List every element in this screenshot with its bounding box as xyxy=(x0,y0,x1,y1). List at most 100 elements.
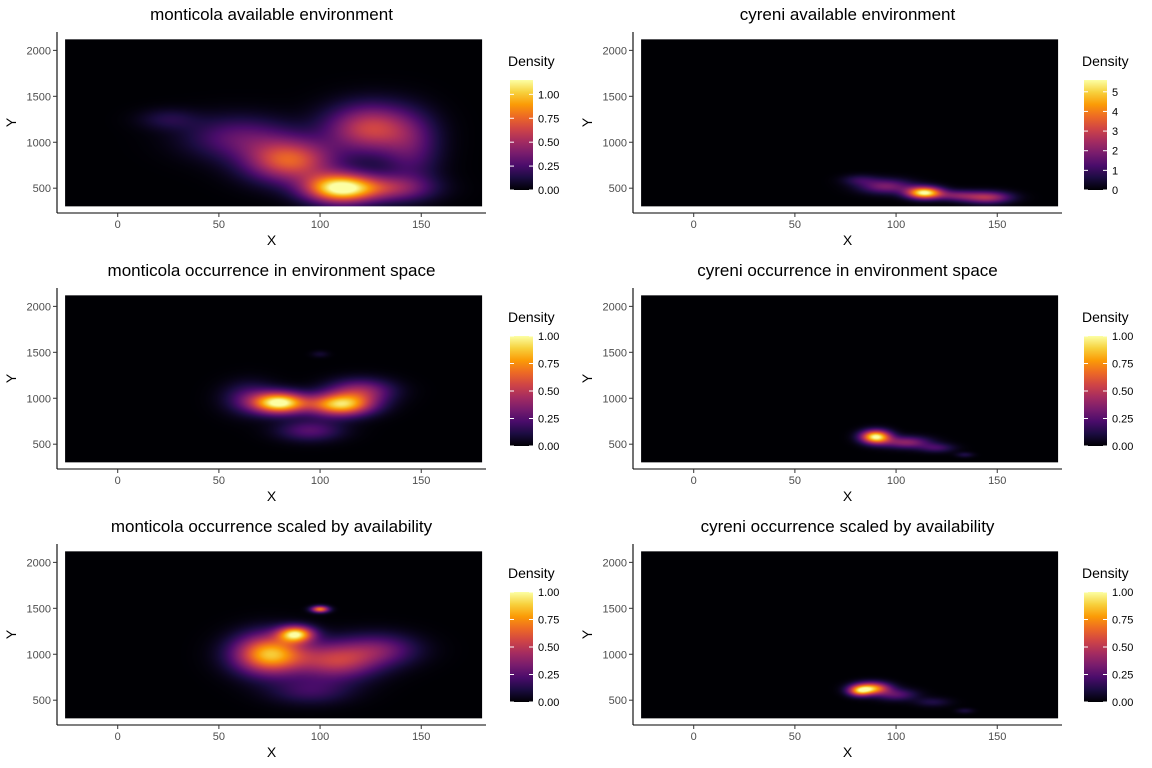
legend-tick-label: 0 xyxy=(1112,185,1118,197)
y-tick-label: 1000 xyxy=(603,649,627,661)
x-tick-label: 50 xyxy=(789,219,801,231)
chart-panel: monticola available environment 0 50 100 150… xyxy=(0,0,576,256)
legend-tick-label: 0.25 xyxy=(1112,670,1133,682)
density-raster xyxy=(65,551,483,719)
legend-tick-label: 1.00 xyxy=(538,587,559,599)
y-axis-label: Y xyxy=(579,117,595,127)
x-tick-label: 50 xyxy=(789,475,801,487)
y-tick-label: 1500 xyxy=(27,347,51,359)
legend-tick-label: 0.00 xyxy=(1112,697,1133,709)
legend-tick-label: 1.00 xyxy=(538,89,559,101)
y-tick-label: 500 xyxy=(609,439,627,451)
x-tick-label: 0 xyxy=(115,219,121,231)
x-tick-label: 100 xyxy=(311,475,329,487)
legend-tick-label: 0.75 xyxy=(538,113,559,125)
legend-tick-label: 0.50 xyxy=(538,386,559,398)
chart-title: cyreni occurrence scaled by availability xyxy=(701,517,995,536)
legend-tick-label: 4 xyxy=(1112,106,1118,118)
legend-tick-label: 0.00 xyxy=(538,185,559,197)
legend-tick-label: 0.25 xyxy=(538,414,559,426)
legend-tick-label: 0.50 xyxy=(538,642,559,654)
y-tick-label: 1500 xyxy=(603,603,627,615)
y-tick-label: 2000 xyxy=(603,45,627,57)
legend-title: Density xyxy=(1082,565,1129,581)
legend-colorbar xyxy=(510,336,533,446)
density-raster xyxy=(641,551,1059,719)
legend-tick-label: 0.25 xyxy=(1112,414,1133,426)
y-tick-label: 2000 xyxy=(27,557,51,569)
y-axis-label: Y xyxy=(579,373,595,383)
legend-tick-label: 0.75 xyxy=(1112,615,1133,627)
y-axis-label: Y xyxy=(3,373,19,383)
x-axis-label: X xyxy=(267,488,277,504)
x-tick-label: 0 xyxy=(691,219,697,231)
chart-svg: monticola occurrence scaled by availabil… xyxy=(3,517,559,760)
x-tick-label: 150 xyxy=(412,219,430,231)
x-tick-label: 100 xyxy=(887,731,905,743)
x-axis-label: X xyxy=(843,744,853,760)
y-tick-label: 1000 xyxy=(603,393,627,405)
legend-colorbar xyxy=(510,80,533,190)
y-tick-label: 2000 xyxy=(27,45,51,57)
legend-title: Density xyxy=(1082,309,1129,325)
legend-tick-label: 1 xyxy=(1112,165,1118,177)
legend-tick-label: 0.50 xyxy=(538,137,559,149)
chart-title: cyreni available environment xyxy=(740,5,956,24)
x-tick-label: 0 xyxy=(691,475,697,487)
legend-colorbar xyxy=(510,592,533,702)
y-tick-label: 1500 xyxy=(603,91,627,103)
x-axis-label: X xyxy=(267,232,277,248)
legend-tick-label: 1.00 xyxy=(538,331,559,343)
chart-svg: monticola available environment 0 50 100 150… xyxy=(3,5,559,248)
legend-title: Density xyxy=(508,565,555,581)
x-tick-label: 150 xyxy=(988,219,1006,231)
chart-title: monticola occurrence scaled by availabil… xyxy=(111,517,433,536)
chart-panel: cyreni occurrence scaled by availability… xyxy=(576,512,1152,768)
x-tick-label: 50 xyxy=(213,475,225,487)
y-tick-label: 2000 xyxy=(603,557,627,569)
y-tick-label: 1500 xyxy=(603,347,627,359)
y-tick-label: 2000 xyxy=(603,301,627,313)
chart-panel: monticola occurrence scaled by availabil… xyxy=(0,512,576,768)
legend-tick-label: 0.50 xyxy=(1112,642,1133,654)
legend-tick-label: 0.75 xyxy=(1112,359,1133,371)
legend-title: Density xyxy=(508,309,555,325)
legend-title: Density xyxy=(508,53,555,69)
x-axis-label: X xyxy=(267,744,277,760)
chart-title: monticola occurrence in environment spac… xyxy=(108,261,436,280)
legend-tick-label: 5 xyxy=(1112,87,1118,99)
legend-title: Density xyxy=(1082,53,1129,69)
legend-tick-label: 3 xyxy=(1112,126,1118,138)
y-tick-label: 500 xyxy=(609,695,627,707)
density-raster xyxy=(65,295,483,463)
x-tick-label: 100 xyxy=(887,475,905,487)
x-tick-label: 100 xyxy=(887,219,905,231)
legend-tick-label: 0.75 xyxy=(538,615,559,627)
legend-colorbar xyxy=(1084,80,1107,190)
legend-tick-label: 1.00 xyxy=(1112,331,1133,343)
chart-panel: cyreni occurrence in environment space 0 5… xyxy=(576,256,1152,512)
x-axis-label: X xyxy=(843,488,853,504)
density-raster xyxy=(641,295,1059,463)
y-tick-label: 1000 xyxy=(27,393,51,405)
chart-svg: cyreni occurrence in environment space 0 5… xyxy=(579,261,1133,504)
y-tick-label: 2000 xyxy=(27,301,51,313)
legend-tick-label: 0.50 xyxy=(1112,386,1133,398)
x-tick-label: 50 xyxy=(213,219,225,231)
density-raster xyxy=(65,39,483,207)
y-tick-label: 1500 xyxy=(27,91,51,103)
y-tick-label: 500 xyxy=(609,183,627,195)
x-tick-label: 50 xyxy=(789,731,801,743)
legend-tick-label: 0.25 xyxy=(538,670,559,682)
y-axis-label: Y xyxy=(3,629,19,639)
legend-tick-label: 0.00 xyxy=(538,697,559,709)
y-axis-label: Y xyxy=(579,629,595,639)
x-tick-label: 0 xyxy=(691,731,697,743)
x-tick-label: 150 xyxy=(412,475,430,487)
chart-title: cyreni occurrence in environment space xyxy=(697,261,997,280)
chart-svg: monticola occurrence in environment spac… xyxy=(3,261,559,504)
legend-tick-label: 0.00 xyxy=(538,441,559,453)
legend-colorbar xyxy=(1084,592,1107,702)
